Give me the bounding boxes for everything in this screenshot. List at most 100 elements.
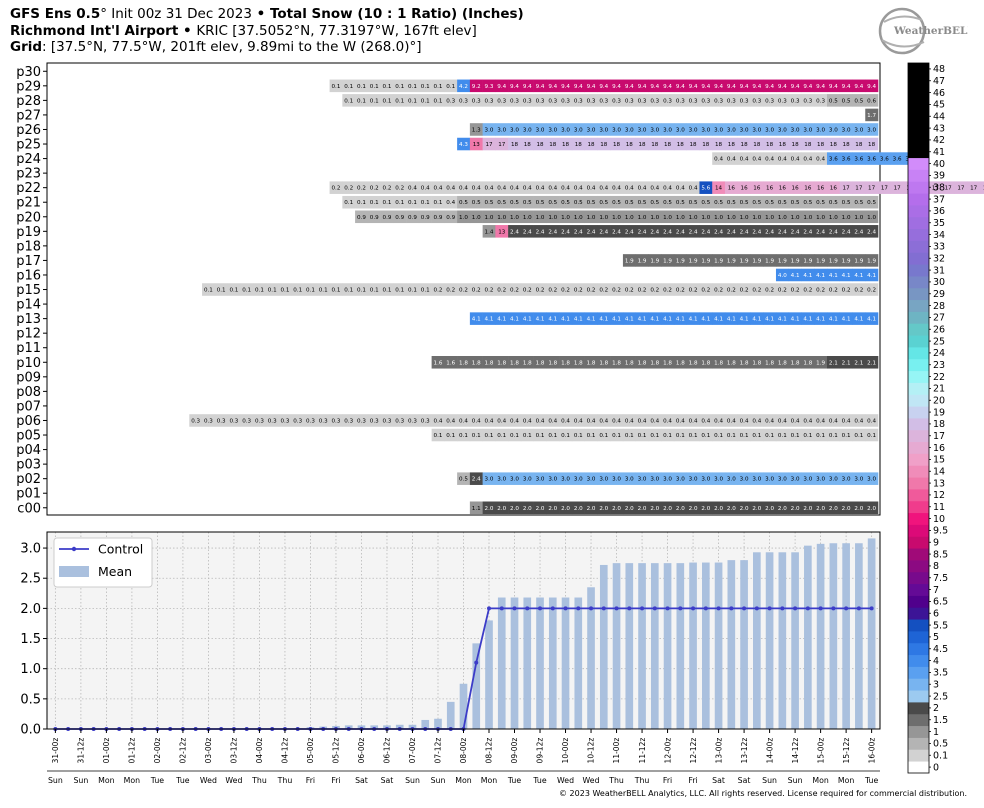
site-coords: KRIC [37.5052°N, 77.3197°W, 167ft elev] xyxy=(196,22,477,39)
cell-value: 0.5 xyxy=(612,200,621,206)
cell-value: 3.0 xyxy=(714,477,723,483)
heatmap-cell xyxy=(495,94,509,107)
mean-bar xyxy=(676,563,685,729)
cell-value: 3.0 xyxy=(523,127,532,133)
cell-value: 3.0 xyxy=(867,477,876,483)
colorbar-label: 46 xyxy=(933,88,945,99)
cell-value: 0.5 xyxy=(599,200,608,206)
heatmap-cell xyxy=(686,472,700,485)
day-label: Thu xyxy=(277,776,293,785)
heatmap-cell xyxy=(329,79,343,93)
heatmap-cell xyxy=(686,79,700,93)
heatmap-cell xyxy=(699,428,713,442)
heatmap-cell xyxy=(737,225,751,238)
heatmap-cell xyxy=(737,152,751,165)
heatmap-cell xyxy=(508,210,522,224)
colorbar-label: 22 xyxy=(933,372,945,383)
cell-value: 0.3 xyxy=(612,98,621,104)
heatmap-cell xyxy=(520,283,534,296)
cell-value: 2.0 xyxy=(854,506,863,512)
heatmap-cell xyxy=(571,283,585,296)
cell-value: 0.4 xyxy=(612,186,621,192)
cell-value: 17 xyxy=(881,186,889,192)
heatmap-cell xyxy=(673,94,687,107)
cell-value: 0.6 xyxy=(867,98,876,104)
cell-value: 0.3 xyxy=(255,418,264,424)
heatmap-cell xyxy=(457,79,471,93)
cell-value: 0.3 xyxy=(587,98,596,104)
heatmap-cell xyxy=(775,79,790,93)
colorbar-swatch xyxy=(908,418,929,431)
heatmap-cell xyxy=(495,195,509,209)
member-label: p07 xyxy=(16,399,41,414)
heatmap-cell xyxy=(520,94,534,107)
heatmap-cell xyxy=(406,181,420,194)
colorbar-label: 12 xyxy=(933,490,945,501)
cell-value: 0.4 xyxy=(421,186,430,192)
colorbar-label: 15 xyxy=(933,455,945,466)
colorbar-swatch xyxy=(908,583,929,596)
cell-value: 4.1 xyxy=(574,317,583,323)
cell-value: 18 xyxy=(817,142,825,148)
colorbar-swatch xyxy=(908,524,929,537)
cell-value: 1.1 xyxy=(472,506,481,512)
heatmap-cell xyxy=(393,79,407,93)
mean-bar xyxy=(829,543,838,729)
colorbar-label: 32 xyxy=(933,254,945,265)
x-tick-label: 05-00z xyxy=(306,738,315,764)
heatmap-cell xyxy=(775,225,790,238)
cell-value: 2.0 xyxy=(676,506,685,512)
x-tick-label: 13-00z xyxy=(714,738,723,764)
cell-value: 2.0 xyxy=(829,506,838,512)
heatmap-cell xyxy=(826,181,841,194)
heatmap-cell xyxy=(648,94,662,107)
colorbar-swatch xyxy=(908,465,929,478)
cell-value: 1.8 xyxy=(612,360,621,366)
heatmap-cell xyxy=(750,181,764,194)
cell-value: 18 xyxy=(779,142,787,148)
cell-value: 1.9 xyxy=(829,258,838,264)
heatmap-cell xyxy=(661,312,675,325)
heatmap-cell xyxy=(699,195,713,209)
cell-value: 0.4 xyxy=(523,418,532,424)
heatmap-cell xyxy=(852,283,866,296)
cell-value: 1.8 xyxy=(523,360,532,366)
cell-value: 4.1 xyxy=(587,317,596,323)
cell-value: 0.2 xyxy=(587,288,596,294)
cell-value: 0.2 xyxy=(599,288,608,294)
cell-value: 0.1 xyxy=(242,288,251,294)
cell-value: 0.4 xyxy=(791,157,800,163)
cell-value: 9.4 xyxy=(816,84,825,90)
cell-value: 1.8 xyxy=(791,360,800,366)
heatmap-cell xyxy=(546,283,560,296)
control-point xyxy=(512,606,517,611)
cell-value: 1.0 xyxy=(548,215,557,221)
heatmap-cell xyxy=(712,501,726,515)
colorbar-label: 6 xyxy=(933,609,939,620)
heatmap-cell xyxy=(418,94,432,107)
cell-value: 0.1 xyxy=(344,98,353,104)
heatmap-cell xyxy=(839,152,853,165)
heatmap-cell xyxy=(724,254,739,267)
cell-value: 16 xyxy=(779,186,787,192)
cell-value: 1.0 xyxy=(612,215,621,221)
cell-value: 18 xyxy=(715,142,723,148)
cell-value: 18 xyxy=(677,142,685,148)
colorbar-label: 45 xyxy=(933,100,945,111)
cell-value: 0.3 xyxy=(191,418,200,424)
cell-value: 4.1 xyxy=(599,317,608,323)
cell-value: 2.0 xyxy=(803,506,812,512)
cell-value: 0.1 xyxy=(293,288,302,294)
heatmap-cell xyxy=(775,254,790,267)
colorbar-label: 4.5 xyxy=(933,644,948,655)
heatmap-cell xyxy=(482,283,496,296)
day-label: Wed xyxy=(200,776,217,785)
heatmap-cell xyxy=(635,356,649,369)
heatmap-cell xyxy=(457,94,471,107)
control-point xyxy=(525,606,530,611)
cell-value: 3.0 xyxy=(638,127,647,133)
heatmap-cell xyxy=(865,123,879,136)
heatmap-cell xyxy=(839,472,853,485)
